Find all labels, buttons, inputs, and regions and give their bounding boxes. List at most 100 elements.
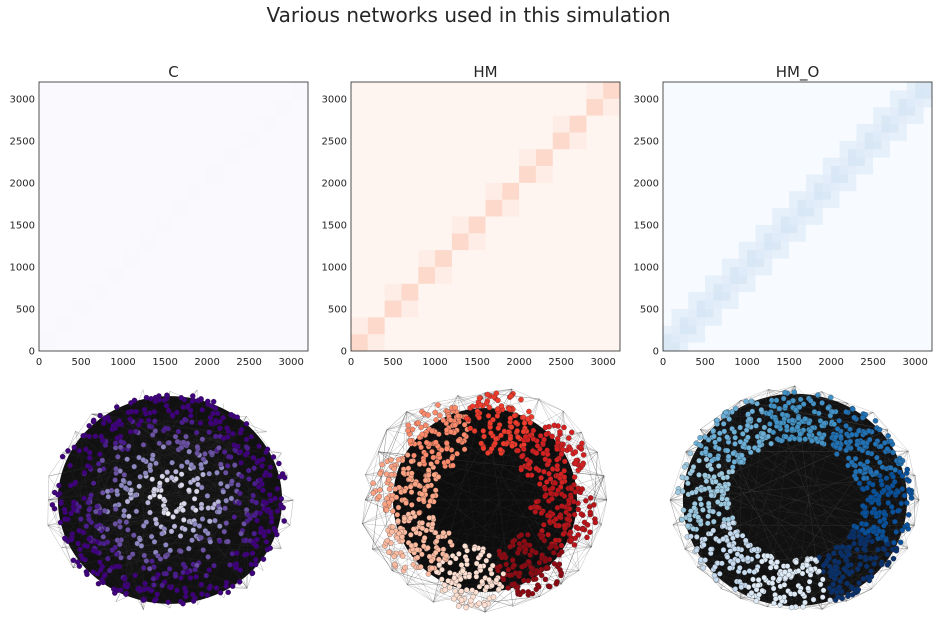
graph-node [476,395,483,401]
graph-node [708,466,714,472]
graph-node [93,508,99,515]
graph-node [422,477,429,484]
graph-node [205,530,211,537]
graph-node [198,484,205,491]
graph-node [428,558,435,564]
diagonal-block [123,250,140,267]
graph-node [422,487,428,493]
graph-node [67,462,73,469]
graph-node [806,578,813,585]
graph-node [891,479,898,485]
graph-node [890,555,897,562]
diagonal-block [72,300,90,318]
graph-node [243,436,250,443]
diagonal-block [207,166,224,183]
graph-node [756,417,762,423]
y-tick-label: 2500 [634,136,659,147]
graph-node [856,428,862,434]
graph-node [557,429,563,435]
graph-node [87,449,93,456]
graph-node [121,507,127,514]
graph-node [843,409,849,415]
graph-node [774,419,780,425]
graph-node [147,494,153,501]
graph-node [84,463,91,469]
graph-node [152,418,158,424]
graph-node [494,413,501,419]
graph-node [440,417,447,424]
graph-node [420,496,427,503]
graph-node [142,580,148,587]
graph-node [163,402,170,409]
graph-node [890,509,896,515]
graph-node [732,434,738,441]
graph-node [150,576,157,582]
graph-edges [47,389,294,610]
graph-node [477,563,484,570]
graph-node [897,539,904,546]
graph-node [865,528,872,535]
graph-node [874,454,880,461]
off-diagonal-block [485,182,503,200]
graph-node [238,530,244,537]
graph-node [584,534,590,541]
graph-node [890,449,896,456]
graph-node [281,474,288,481]
graph-node [495,406,501,412]
graph-node [869,538,875,545]
graph-node [452,404,458,411]
graph-node [420,458,427,464]
graph-node [477,402,484,408]
graph-node [126,443,132,449]
graph-node [267,472,273,478]
graph-node [562,458,568,465]
graph-node [76,528,82,534]
graph-node [748,590,755,596]
graph-node [789,426,796,432]
graph-node [455,603,462,609]
graph-node [478,440,484,447]
graph-node [95,580,102,587]
graph-node [568,537,575,544]
graph-node [761,574,767,581]
graph-node [157,493,163,500]
graph-node [745,411,751,417]
graph-node [391,553,397,560]
graph-node [419,520,425,526]
graph-node [223,497,229,504]
graph-node [795,568,802,574]
graph-node [253,499,259,506]
graph-node [860,503,866,509]
graph-node [774,559,780,565]
graph-node [429,428,435,434]
y-tick-label: 2000 [322,178,347,189]
off-diagonal-block [435,266,452,284]
graph-node [151,582,157,588]
graph-node [556,522,562,529]
graph-node [405,422,412,429]
graph-node [773,564,779,570]
graph-node [881,546,888,552]
graph-node [126,513,132,520]
graph-node [131,532,137,538]
graph-node [755,447,762,453]
graph-node [495,425,502,431]
graph-node [152,428,159,434]
graph-node [537,433,544,439]
graph-node [697,434,703,441]
graph-node [852,455,859,462]
graph-node [525,531,531,538]
graph-node [756,591,762,598]
graph-node [440,546,447,553]
graph-node [559,503,565,509]
graph-node [86,516,92,523]
graph-node [228,411,234,418]
graph-node [884,551,891,558]
graph-node [893,529,899,535]
graph-node [716,463,722,469]
graph-node [83,523,90,529]
graph-node [199,407,205,413]
graph-node [519,453,525,460]
graph-node [168,584,174,591]
heatmap-panels: C 0 500 1000 1500 2000 2500 3000 0 500 1000 1500 200… [10,63,933,368]
